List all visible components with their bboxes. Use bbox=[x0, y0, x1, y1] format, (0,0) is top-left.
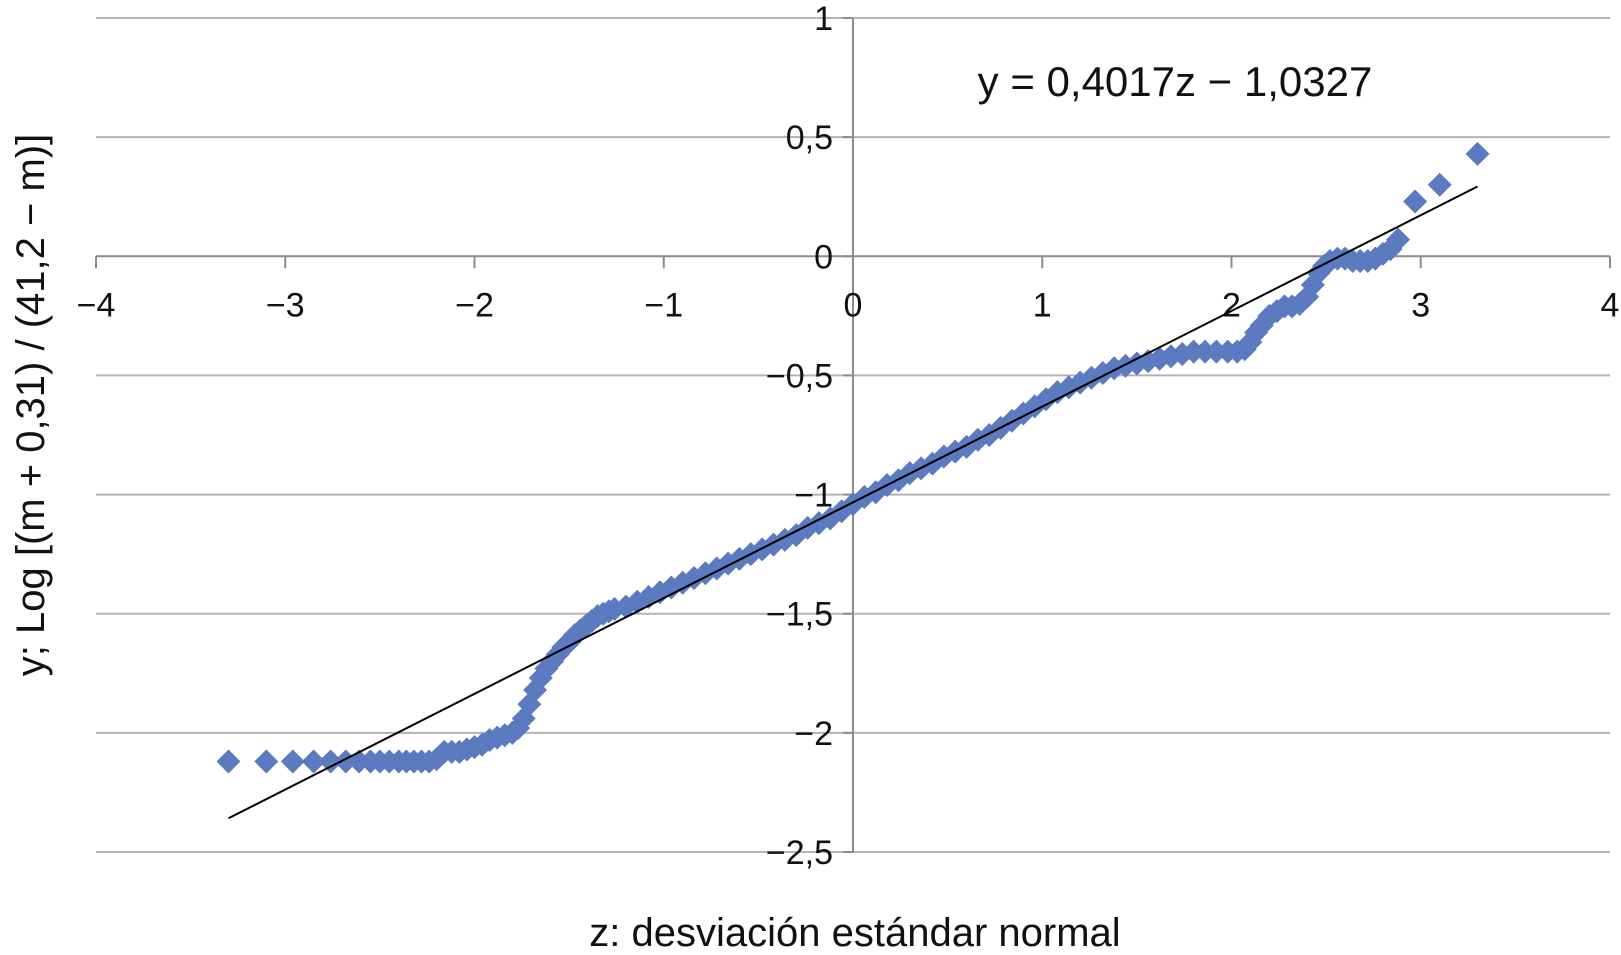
x-tick-label: −2 bbox=[455, 286, 494, 324]
x-axis-title: z: desviación estándar normal bbox=[589, 911, 1120, 955]
x-tick-label: −4 bbox=[77, 286, 116, 324]
x-tick-label: −3 bbox=[266, 286, 305, 324]
y-axis-title: y; Log [(m + 0,31) / (41,2 − m)] bbox=[9, 134, 53, 676]
data-point bbox=[318, 749, 343, 774]
y-tick-label: −2 bbox=[794, 715, 833, 753]
data-point bbox=[1403, 189, 1428, 214]
trendline-equation: y = 0,4017z − 1,0327 bbox=[978, 58, 1373, 105]
data-point bbox=[1465, 141, 1490, 166]
y-tick-label: −0,5 bbox=[766, 357, 833, 395]
y-tick-label: 0,5 bbox=[786, 119, 833, 157]
x-tick-label: −1 bbox=[644, 286, 683, 324]
x-tick-label: 4 bbox=[1601, 286, 1620, 324]
data-point bbox=[301, 749, 326, 774]
data-point bbox=[216, 749, 241, 774]
x-tick-label: 1 bbox=[1033, 286, 1052, 324]
data-points bbox=[216, 141, 1490, 774]
x-tick-label: 0 bbox=[844, 286, 863, 324]
y-tick-label: 1 bbox=[814, 0, 833, 38]
trendline-group bbox=[228, 185, 1478, 820]
trendline bbox=[228, 185, 1478, 820]
y-tick-label: −2,5 bbox=[766, 834, 833, 872]
y-tick-label: −1,5 bbox=[766, 596, 833, 634]
data-point bbox=[254, 749, 279, 774]
data-point bbox=[1427, 172, 1452, 197]
tick-labels: −4 −3 −2 −1 0 1 2 3 4 1 0,5 0 −0,5 −1 −1,5 −2 −2,5 bbox=[77, 0, 1620, 872]
y-tick-label: −1 bbox=[794, 477, 833, 515]
x-tick-label: 3 bbox=[1411, 286, 1430, 324]
data-point bbox=[280, 749, 305, 774]
data-point bbox=[1386, 227, 1411, 252]
x-tick-label: 2 bbox=[1222, 286, 1241, 324]
y-tick-label: 0 bbox=[814, 238, 833, 276]
axes bbox=[95, 17, 1611, 853]
